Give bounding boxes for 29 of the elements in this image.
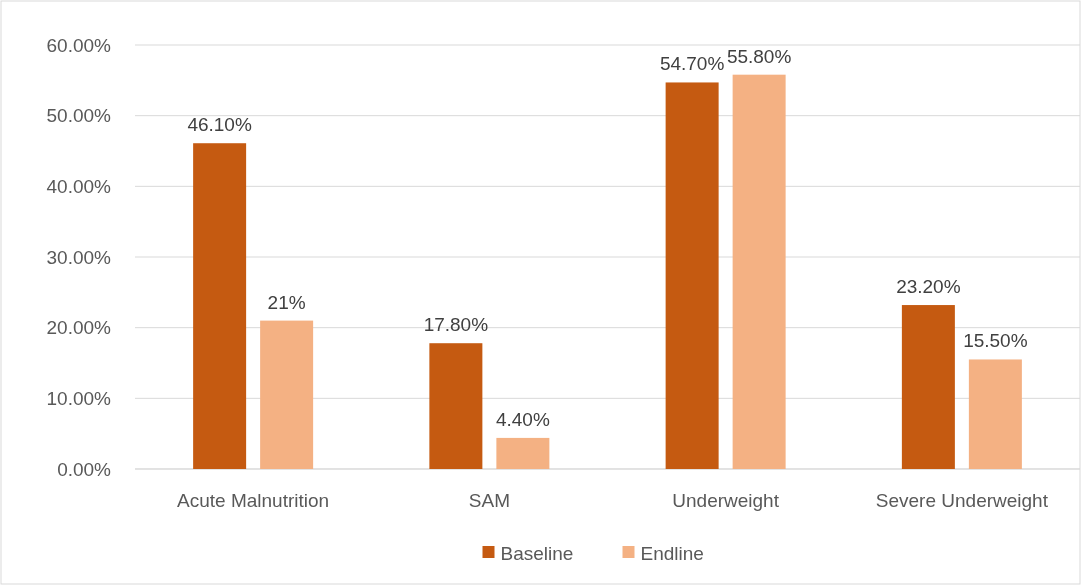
x-tick-label: SAM (468, 490, 510, 511)
y-tick-label: 40.00% (46, 175, 112, 197)
data-label: 4.40% (495, 408, 550, 430)
bar (429, 343, 483, 469)
x-tick-label: Underweight (672, 490, 780, 511)
legend-label: Baseline (500, 542, 574, 564)
x-tick-label: Severe Underweight (875, 490, 1049, 511)
y-tick-label: 60.00% (46, 34, 112, 56)
y-tick-label: 50.00% (46, 105, 112, 127)
bar (968, 359, 1022, 469)
y-tick-label: 10.00% (46, 387, 112, 409)
y-tick-label: 30.00% (46, 246, 112, 268)
data-label: 15.50% (963, 330, 1028, 352)
data-label: 17.80% (423, 314, 489, 336)
bar (260, 320, 314, 469)
y-tick-label: 0.00% (57, 458, 112, 480)
bar (901, 305, 955, 469)
x-tick-label: Acute Malnutrition (177, 490, 330, 511)
bar (732, 74, 786, 469)
data-label: 21% (267, 291, 306, 313)
data-label: 55.80% (726, 45, 792, 67)
legend-label: Endline (640, 542, 704, 564)
bar (665, 82, 719, 469)
data-label: 46.10% (187, 114, 252, 136)
y-tick-label: 20.00% (46, 317, 112, 339)
data-label: 54.70% (659, 53, 725, 75)
bar (193, 143, 247, 469)
bar (496, 437, 550, 469)
data-label: 23.20% (896, 276, 961, 298)
